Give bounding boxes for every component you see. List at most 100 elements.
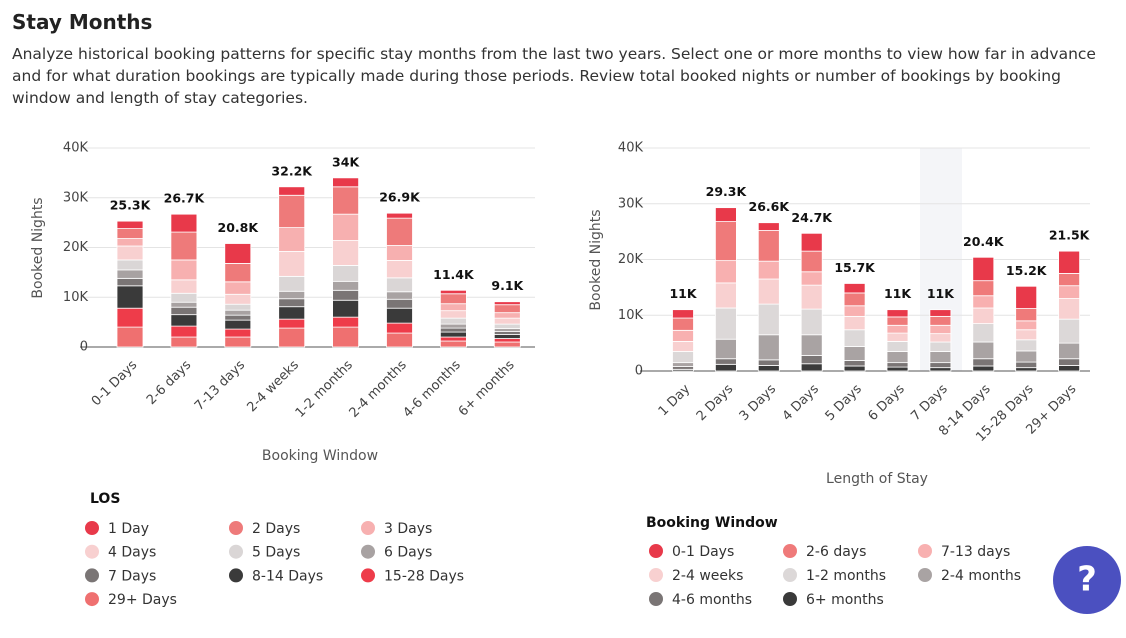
- bar-segment: [116, 220, 144, 229]
- bar-segment: [1015, 350, 1038, 363]
- legend-marker: [918, 544, 932, 558]
- bar-segment: [493, 301, 521, 306]
- legend-marker: [85, 544, 99, 559]
- bar-segment: [170, 259, 198, 281]
- bar-segment: [929, 367, 952, 372]
- bar-segment: [386, 291, 413, 300]
- x-axis-title: Length of Stay: [826, 471, 928, 487]
- bar-segment: [332, 240, 360, 266]
- bar-segment: [1015, 339, 1038, 352]
- bar-segment: [929, 333, 952, 343]
- bar-segment: [672, 309, 694, 319]
- x-tick-label: 2-4 weeks: [245, 358, 303, 416]
- bar-segment: [1015, 320, 1038, 331]
- bar-segment: [1058, 250, 1080, 274]
- total-label: 11K: [927, 286, 955, 301]
- bar-segment: [886, 309, 909, 318]
- x-tick-label: 7-13 days: [192, 358, 248, 414]
- bar-segment: [672, 351, 694, 364]
- bar-segment: [224, 336, 252, 348]
- bar-segment: [843, 346, 866, 361]
- bar-segment: [332, 186, 360, 215]
- bar-segment: [278, 318, 306, 329]
- y-tick-label: 20K: [63, 240, 89, 255]
- bar-segment: [116, 228, 144, 239]
- total-label: 21.5K: [1049, 228, 1091, 243]
- bar-segment: [929, 315, 952, 326]
- bar-segment: [672, 366, 694, 370]
- total-label: 24.7K: [791, 210, 833, 225]
- y-tick-label: 20K: [618, 252, 644, 267]
- help-circle[interactable]: [1053, 546, 1121, 614]
- bar-segment: [972, 365, 995, 372]
- help-icon[interactable]: ?: [1077, 560, 1097, 600]
- bar-segment: [715, 207, 737, 222]
- legend-marker: [85, 521, 99, 535]
- bar-segment: [332, 265, 360, 282]
- bar-segment: [800, 308, 823, 336]
- bar-segment: [1015, 367, 1038, 372]
- legend-label: 7 Days: [108, 568, 156, 584]
- bar-segment: [672, 329, 694, 342]
- bar-segment: [170, 336, 198, 348]
- legend-label: 15-28 Days: [384, 568, 464, 584]
- y-tick-label: 10K: [618, 308, 644, 323]
- bar-segment: [386, 260, 413, 279]
- legend-label: 4-6 months: [672, 592, 752, 608]
- legend-label: 2-6 days: [806, 544, 866, 560]
- legend-label: 2-4 months: [941, 568, 1021, 584]
- x-tick-label: 4 Days: [780, 382, 822, 424]
- bar-segment: [278, 290, 306, 300]
- bar-segment: [278, 251, 306, 277]
- legend-label: 7-13 days: [941, 544, 1010, 560]
- total-label: 26.6K: [749, 199, 791, 214]
- bar-segment: [278, 306, 306, 320]
- bar-segment: [493, 338, 521, 343]
- bar-segment: [224, 293, 252, 305]
- legend-title: Booking Window: [646, 515, 778, 531]
- help-button[interactable]: ?: [1053, 546, 1121, 614]
- bar-segment: [386, 245, 413, 261]
- bar-segment: [715, 260, 737, 284]
- bar-segment: [972, 256, 995, 282]
- bar-segment: [278, 298, 306, 308]
- bar-segment: [493, 317, 521, 325]
- bar-segment: [170, 325, 198, 338]
- bar-segment: [386, 332, 413, 348]
- bar-segment: [843, 283, 866, 294]
- bar-segment: [886, 362, 909, 368]
- bar-segment: [493, 334, 521, 339]
- description: Analyze historical booking patterns for …: [12, 45, 1096, 107]
- bar-segment: [493, 328, 521, 332]
- bar-segment: [386, 212, 413, 219]
- bar-segment: [170, 314, 198, 327]
- total-label: 9.1K: [491, 278, 524, 293]
- total-label: 26.9K: [379, 190, 421, 205]
- bar-segment: [929, 351, 952, 364]
- bar-segment: [800, 363, 823, 372]
- bar-segment: [757, 222, 780, 231]
- bar-segment: [972, 323, 995, 343]
- bar-segment: [224, 328, 252, 338]
- legend-label: 6 Days: [384, 545, 432, 561]
- legend-marker: [783, 592, 797, 606]
- x-tick-label: 2-6 days: [144, 358, 194, 408]
- bar-segment: [1058, 365, 1080, 372]
- legend-marker: [85, 592, 99, 607]
- bar-segment: [170, 292, 198, 303]
- bar-segment: [170, 306, 198, 316]
- bar-segment: [116, 277, 144, 287]
- bar-segment: [800, 334, 823, 356]
- bar-segment: [1015, 308, 1038, 322]
- x-tick-label: 5 Days: [823, 382, 865, 424]
- bar-segment: [439, 323, 467, 329]
- bar-segment: [439, 336, 467, 342]
- bar-segment: [929, 362, 952, 369]
- total-label: 20.8K: [218, 220, 260, 235]
- header: Stay Months Analyze historical booking p…: [12, 10, 1107, 109]
- bar-segment: [715, 363, 737, 372]
- bar-segment: [332, 280, 360, 291]
- legend-marker: [649, 592, 663, 606]
- legend-label: 29+ Days: [108, 592, 177, 608]
